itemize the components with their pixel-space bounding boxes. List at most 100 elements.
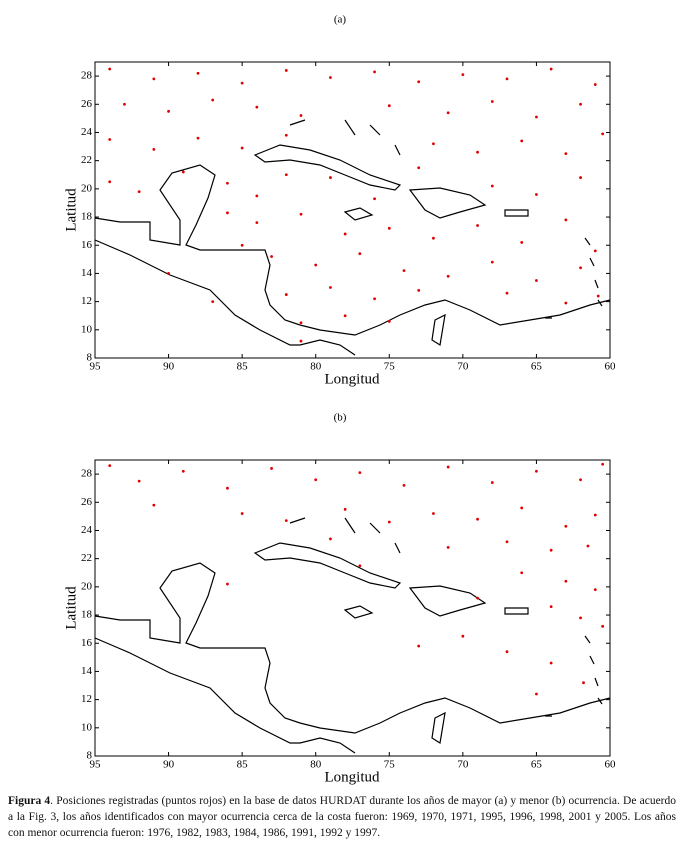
y-tick-label: 24	[81, 126, 93, 138]
point	[432, 236, 435, 240]
y-tick-label: 18	[81, 211, 93, 223]
y-tick-label: 20	[81, 580, 93, 592]
x-tick-label: 60	[605, 759, 617, 771]
point	[593, 513, 597, 517]
y-tick-label: 16	[81, 239, 93, 251]
point	[329, 76, 332, 79]
point	[579, 266, 582, 270]
point	[476, 224, 479, 227]
point	[535, 469, 538, 473]
point	[152, 77, 156, 81]
y-tick-label: 22	[81, 154, 92, 166]
point	[123, 102, 126, 106]
point	[329, 176, 332, 179]
y-tick-label: 20	[81, 182, 93, 194]
point	[226, 211, 229, 215]
x-tick-label: 70	[457, 361, 469, 373]
y-tick-label: 16	[81, 637, 93, 649]
point	[343, 314, 347, 318]
point	[137, 479, 141, 483]
point	[108, 464, 112, 468]
plot-frame	[94, 61, 611, 359]
y-tick-label: 28	[81, 468, 93, 480]
point	[564, 524, 568, 528]
x-tick-label: 80	[310, 759, 322, 771]
point	[417, 644, 421, 648]
x-tick-label: 90	[163, 361, 175, 373]
y-tick-label: 22	[81, 552, 92, 564]
point	[446, 465, 450, 469]
point	[299, 339, 303, 343]
y-axis-label: Latitud	[63, 188, 79, 232]
point	[167, 109, 170, 113]
point	[255, 221, 259, 225]
point	[270, 467, 273, 470]
point	[181, 469, 185, 473]
point	[564, 579, 568, 583]
point	[167, 272, 170, 275]
point	[579, 478, 582, 482]
y-tick-label: 14	[81, 267, 93, 279]
point	[211, 98, 215, 102]
point	[226, 582, 229, 586]
point	[181, 170, 185, 174]
point	[490, 260, 494, 264]
y-tick-label: 28	[81, 70, 93, 82]
point	[358, 564, 362, 568]
point	[284, 133, 288, 137]
x-tick-label: 85	[237, 759, 249, 771]
point	[196, 136, 200, 140]
point	[461, 73, 465, 77]
point	[586, 544, 590, 548]
point	[549, 605, 553, 608]
y-tick-label: 18	[81, 609, 93, 621]
point	[461, 634, 465, 638]
x-tick-label: 60	[605, 361, 617, 373]
point	[343, 507, 347, 511]
caption-label: Figura 4	[8, 795, 51, 807]
point	[535, 692, 538, 696]
point	[108, 138, 112, 141]
point	[446, 111, 450, 115]
point	[255, 105, 259, 109]
point	[240, 512, 244, 515]
point	[579, 616, 582, 620]
point	[211, 300, 215, 304]
point	[387, 226, 391, 230]
y-tick-label: 26	[81, 496, 93, 508]
coastline-a	[94, 119, 611, 356]
point	[226, 486, 229, 490]
point	[152, 147, 156, 151]
point	[446, 545, 450, 549]
point	[535, 115, 538, 119]
point	[270, 255, 273, 258]
point	[373, 297, 376, 301]
point	[593, 83, 597, 86]
x-tick-label: 85	[237, 361, 249, 373]
point	[137, 190, 141, 194]
point	[417, 80, 421, 84]
point	[432, 512, 435, 515]
point	[255, 194, 259, 198]
point	[358, 471, 362, 475]
point	[520, 506, 524, 510]
y-tick-label: 14	[81, 665, 93, 677]
x-tick-label: 80	[310, 361, 322, 373]
point	[387, 319, 391, 323]
plot-frame	[94, 459, 611, 757]
x-tick-label: 90	[163, 759, 175, 771]
point	[373, 197, 376, 201]
point	[152, 503, 156, 507]
y-tick-label: 8	[87, 352, 93, 364]
point	[446, 274, 450, 278]
point	[226, 181, 229, 185]
point	[314, 478, 318, 482]
point	[299, 114, 303, 117]
y-tick-label: 26	[81, 98, 93, 110]
y-axis-label: Latitud	[63, 586, 79, 630]
point	[564, 152, 568, 156]
point	[564, 218, 568, 222]
point	[358, 252, 362, 256]
y-tick-label: 10	[81, 721, 93, 733]
